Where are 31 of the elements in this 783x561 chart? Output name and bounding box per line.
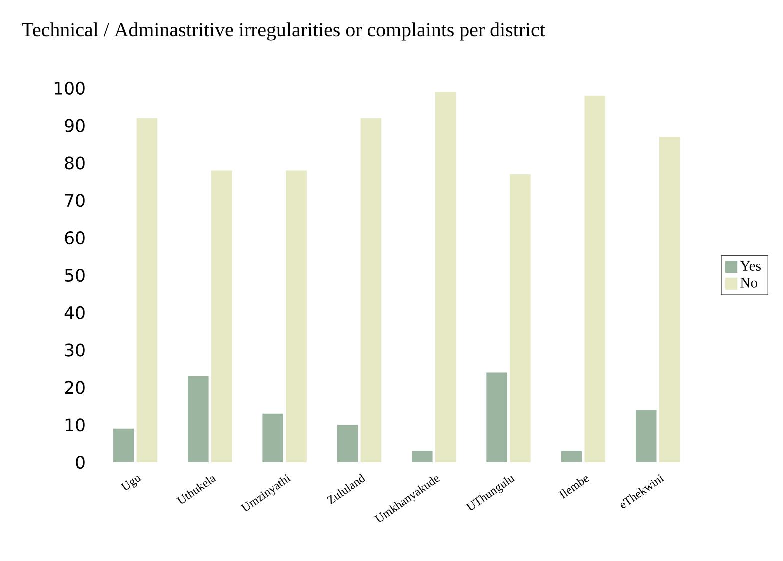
bar	[286, 170, 307, 463]
y-tick-label: 100	[54, 82, 85, 96]
bar	[486, 372, 508, 463]
bar	[412, 451, 433, 463]
chart-title: Technical / Adminastritive irregularities or complaints per district	[22, 22, 546, 41]
bar	[113, 428, 134, 463]
y-tick-label: 70	[65, 194, 85, 208]
bar	[337, 425, 358, 463]
y-tick-label: 60	[65, 232, 85, 245]
bar	[136, 118, 158, 463]
legend-label: No	[740, 278, 758, 288]
bar	[262, 414, 284, 463]
y-tick-label: 30	[65, 344, 85, 357]
bar	[584, 96, 606, 463]
y-tick-label: 80	[65, 156, 85, 170]
bar	[561, 451, 582, 463]
bar	[510, 174, 531, 463]
bar	[659, 137, 680, 463]
bar	[636, 410, 657, 463]
legend-label: Yes	[740, 261, 761, 272]
bar	[360, 118, 382, 463]
bar	[188, 376, 209, 463]
y-tick-label: 40	[64, 306, 85, 320]
y-tick-label: 0	[76, 456, 85, 470]
y-tick-label: 20	[65, 381, 85, 394]
bar	[211, 170, 232, 463]
bar	[435, 92, 456, 463]
y-tick-label: 50	[65, 269, 85, 282]
y-tick-label: 10	[66, 418, 85, 432]
x-tick-label: Ugu	[120, 476, 142, 490]
y-tick-label: 90	[65, 119, 85, 132]
